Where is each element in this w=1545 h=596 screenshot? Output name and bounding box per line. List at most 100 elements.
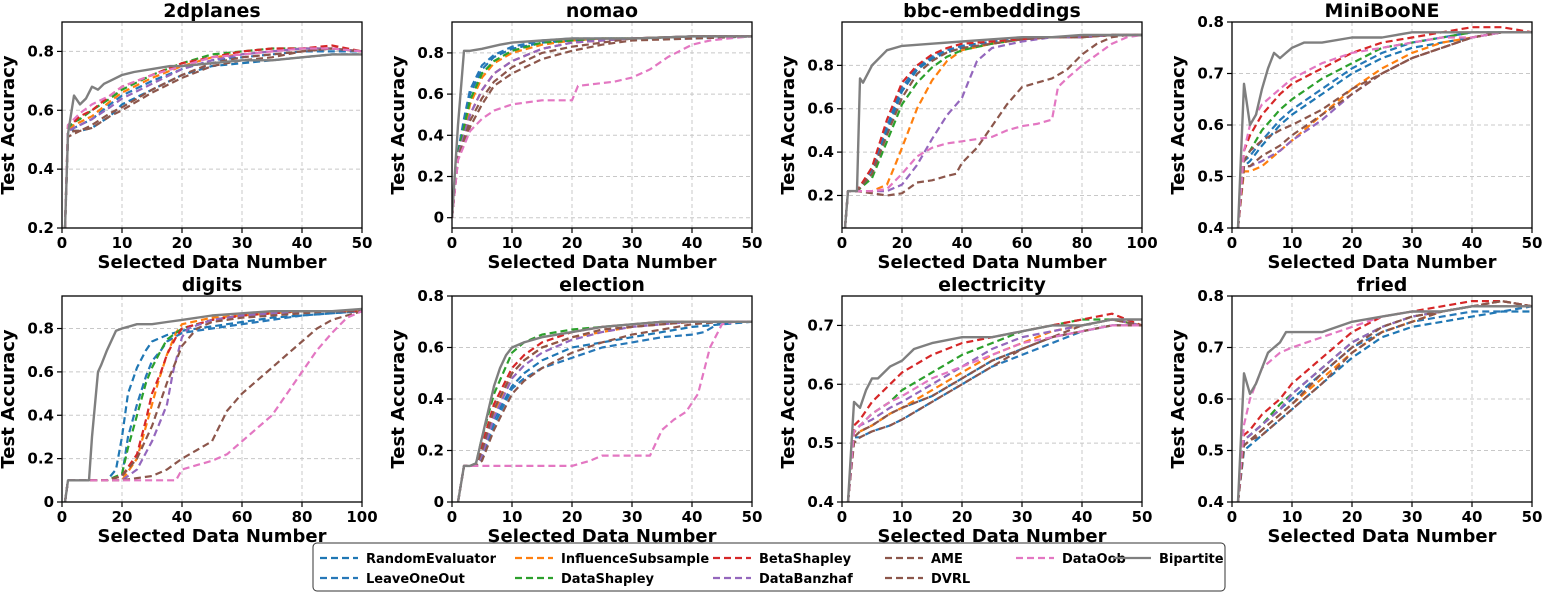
legend-item-databanzhaf: DataBanzhaf	[713, 572, 853, 587]
x-tick-label: 40	[292, 234, 313, 252]
legend-item-randomevaluator: RandomEvaluator	[320, 552, 497, 567]
series-line-dataoob	[452, 35, 752, 218]
x-tick-label: 30	[1402, 234, 1423, 252]
subplot-title: digits	[182, 274, 243, 296]
series-line-bipartite	[63, 307, 362, 502]
subplot-title: election	[559, 274, 645, 296]
x-tick-label: 30	[622, 508, 643, 526]
x-tick-label: 10	[112, 234, 133, 252]
legend-item-leaveoneout: LeaveOneOut	[320, 572, 465, 587]
series-line-leaveoneout	[63, 50, 362, 228]
series-line-betashapley	[1236, 26, 1532, 228]
legend-label: DataShapley	[561, 572, 655, 587]
x-tick-label: 50	[1522, 234, 1543, 252]
series-line-dvrl	[1236, 31, 1532, 228]
series-line-bipartite	[1236, 305, 1532, 502]
x-tick-label: 10	[892, 508, 913, 526]
y-tick-label: 0.4	[417, 390, 444, 408]
subplot-title: MiniBooNE	[1325, 0, 1440, 22]
series-line-dvrl	[456, 320, 752, 502]
x-tick-label: 20	[1342, 508, 1363, 526]
legend-label: RandomEvaluator	[366, 552, 497, 567]
series-line-datashapley	[452, 35, 752, 218]
subplot-title: nomao	[566, 0, 638, 22]
x-axis-label: Selected Data Number	[98, 252, 327, 273]
y-tick-label: 0.4	[417, 126, 444, 144]
x-tick-label: 50	[742, 508, 763, 526]
y-tick-label: 0.4	[1197, 219, 1224, 237]
series-line-betashapley	[456, 320, 752, 502]
series-line-dvrl	[846, 318, 1142, 502]
series-line-influencesubsample	[63, 310, 362, 502]
legend-item-dataoob: DataOob	[1016, 552, 1126, 567]
x-tick-label: 30	[1402, 508, 1423, 526]
series-group	[452, 35, 752, 218]
y-tick-label: 0.8	[417, 44, 444, 62]
series-line-randomevaluator	[63, 310, 362, 502]
series-line-dataoob	[63, 47, 362, 228]
series-line-dvrl	[452, 35, 752, 218]
subplot-nomao: 0 10 20 30 40 50 0 0.2 0.4 0.6 0.8 nomao Selected Da…	[388, 0, 762, 273]
series-line-datashapley	[1236, 31, 1532, 228]
y-tick-label: 0.6	[1197, 390, 1224, 408]
series-group	[1236, 300, 1532, 502]
x-axis-label: Selected Data Number	[878, 252, 1107, 273]
series-line-databanzhaf	[452, 35, 752, 218]
x-tick-label: 60	[232, 508, 253, 526]
x-tick-label: 80	[292, 508, 313, 526]
subplot-electricity: 0 10 20 30 40 50 0.4 0.5 0.6 0.7 electricity Select…	[778, 274, 1152, 547]
y-tick-label: 0.2	[417, 442, 444, 460]
subplots-grid: 0 10 20 30 40 50 0.2 0.4 0.6 0.8 2dplanes Selected …	[0, 0, 1542, 547]
x-tick-label: 50	[1132, 508, 1153, 526]
y-tick-label: 0.8	[417, 287, 444, 305]
series-line-dataoob	[456, 320, 752, 502]
x-tick-label: 30	[622, 234, 643, 252]
y-tick-label: 0.2	[417, 168, 444, 186]
y-tick-label: 0.7	[1197, 65, 1224, 83]
x-tick-label: 0	[1227, 508, 1237, 526]
x-tick-label: 100	[1126, 234, 1157, 252]
axes-frame	[841, 21, 1143, 229]
x-tick-label: 20	[952, 508, 973, 526]
y-tick-label: 0.6	[807, 100, 834, 118]
y-tick-label: 0.2	[27, 219, 54, 237]
series-line-datashapley	[456, 320, 752, 502]
series-line-betashapley	[452, 35, 752, 218]
series-line-ame	[846, 324, 1142, 502]
series-group	[846, 312, 1142, 502]
x-tick-label: 0	[447, 508, 457, 526]
y-tick-label: 0	[44, 493, 54, 511]
legend-item-dvrl: DVRL	[885, 572, 970, 587]
y-tick-label: 0.6	[27, 101, 54, 119]
y-tick-label: 0.4	[807, 493, 834, 511]
y-axis-label: Test Accuracy	[0, 55, 19, 194]
y-tick-label: 0.6	[807, 375, 834, 393]
legend-label: LeaveOneOut	[366, 572, 465, 587]
x-tick-label: 20	[562, 234, 583, 252]
y-axis-label: Test Accuracy	[1168, 55, 1189, 194]
series-group	[63, 307, 362, 502]
x-tick-label: 20	[892, 234, 913, 252]
series-line-databanzhaf	[1236, 31, 1532, 228]
x-axis-label: Selected Data Number	[1268, 526, 1497, 547]
series-group	[1236, 26, 1532, 228]
axes-frame	[841, 295, 1143, 503]
x-tick-label: 20	[1342, 234, 1363, 252]
series-line-leaveoneout	[456, 320, 752, 502]
series-line-ame	[452, 35, 752, 218]
series-line-betashapley	[846, 312, 1142, 502]
series-line-bipartite	[452, 35, 752, 218]
series-line-dvrl	[63, 310, 362, 502]
y-tick-label: 0.7	[807, 316, 834, 334]
series-line-influencesubsample	[456, 320, 752, 502]
series-line-dataoob	[63, 310, 362, 502]
subplot-bbc-embeddings: 0 20 40 60 80 100 0.2 0.4 0.6 0.8 bbc-embeddings Se…	[778, 0, 1158, 273]
x-tick-label: 40	[682, 508, 703, 526]
series-line-bipartite	[843, 33, 1142, 228]
x-tick-label: 100	[346, 508, 377, 526]
x-axis-label: Selected Data Number	[488, 526, 717, 547]
subplot-title: fried	[1357, 274, 1408, 296]
x-tick-label: 0	[837, 508, 847, 526]
y-axis-label: Test Accuracy	[1168, 329, 1189, 468]
y-tick-label: 0.8	[1197, 287, 1224, 305]
